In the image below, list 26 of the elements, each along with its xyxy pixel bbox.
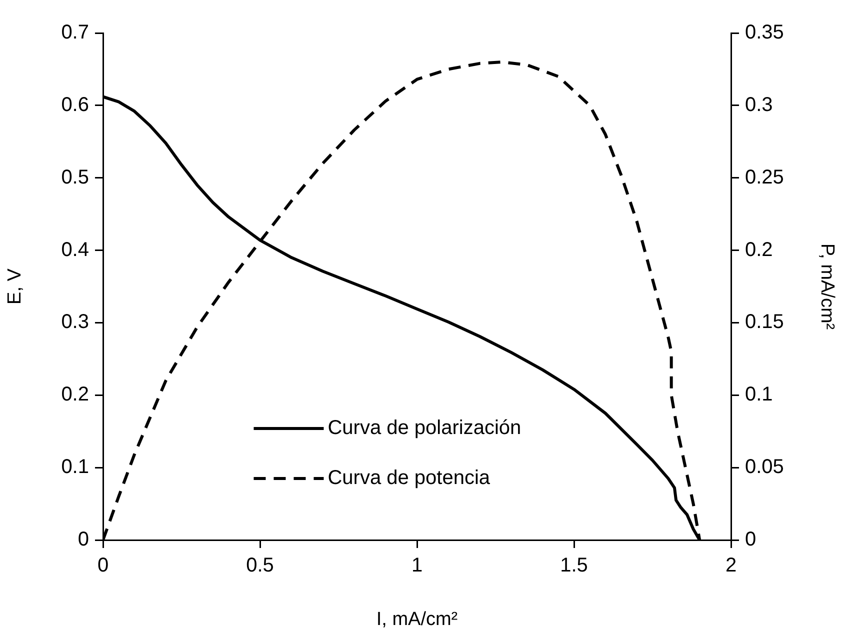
y-tick-label: 0.2 (61, 384, 89, 406)
x-tick-label: 1.5 (560, 554, 588, 577)
y-tick-label: 0.7 (61, 22, 89, 44)
y-tick-label: 0.1 (61, 456, 89, 478)
x-tick-label: 0 (97, 554, 109, 577)
y-axis-title: E, V (4, 268, 26, 304)
y2-tick-label: 0.05 (745, 456, 784, 478)
y2-axis-title: P, mA/cm² (816, 243, 838, 330)
y2-tick-label: 0.3 (745, 94, 773, 116)
x-tick-label: 2 (725, 554, 737, 577)
y-tick-label: 0.6 (61, 94, 89, 116)
y-tick-label: 0 (78, 528, 89, 551)
x-tick-label: 0.5 (246, 554, 274, 577)
y2-tick-label: 0.2 (745, 238, 773, 261)
y2-tick-label: 0.1 (745, 384, 773, 406)
x-tick-label: 1 (411, 554, 423, 577)
x-axis-title: I, mA/cm² (376, 608, 458, 630)
y-tick-label: 0.4 (61, 238, 89, 261)
y2-tick-label: 0.15 (745, 311, 784, 334)
y2-tick-label: 0.35 (745, 22, 784, 44)
y-tick-label: 0.5 (61, 166, 89, 188)
legend-label: Curva de polarización (328, 416, 522, 439)
legend-label: Curva de potencia (328, 466, 491, 489)
y2-tick-label: 0 (745, 528, 756, 551)
y2-tick-label: 0.25 (745, 166, 784, 188)
y-tick-label: 0.3 (61, 311, 89, 334)
